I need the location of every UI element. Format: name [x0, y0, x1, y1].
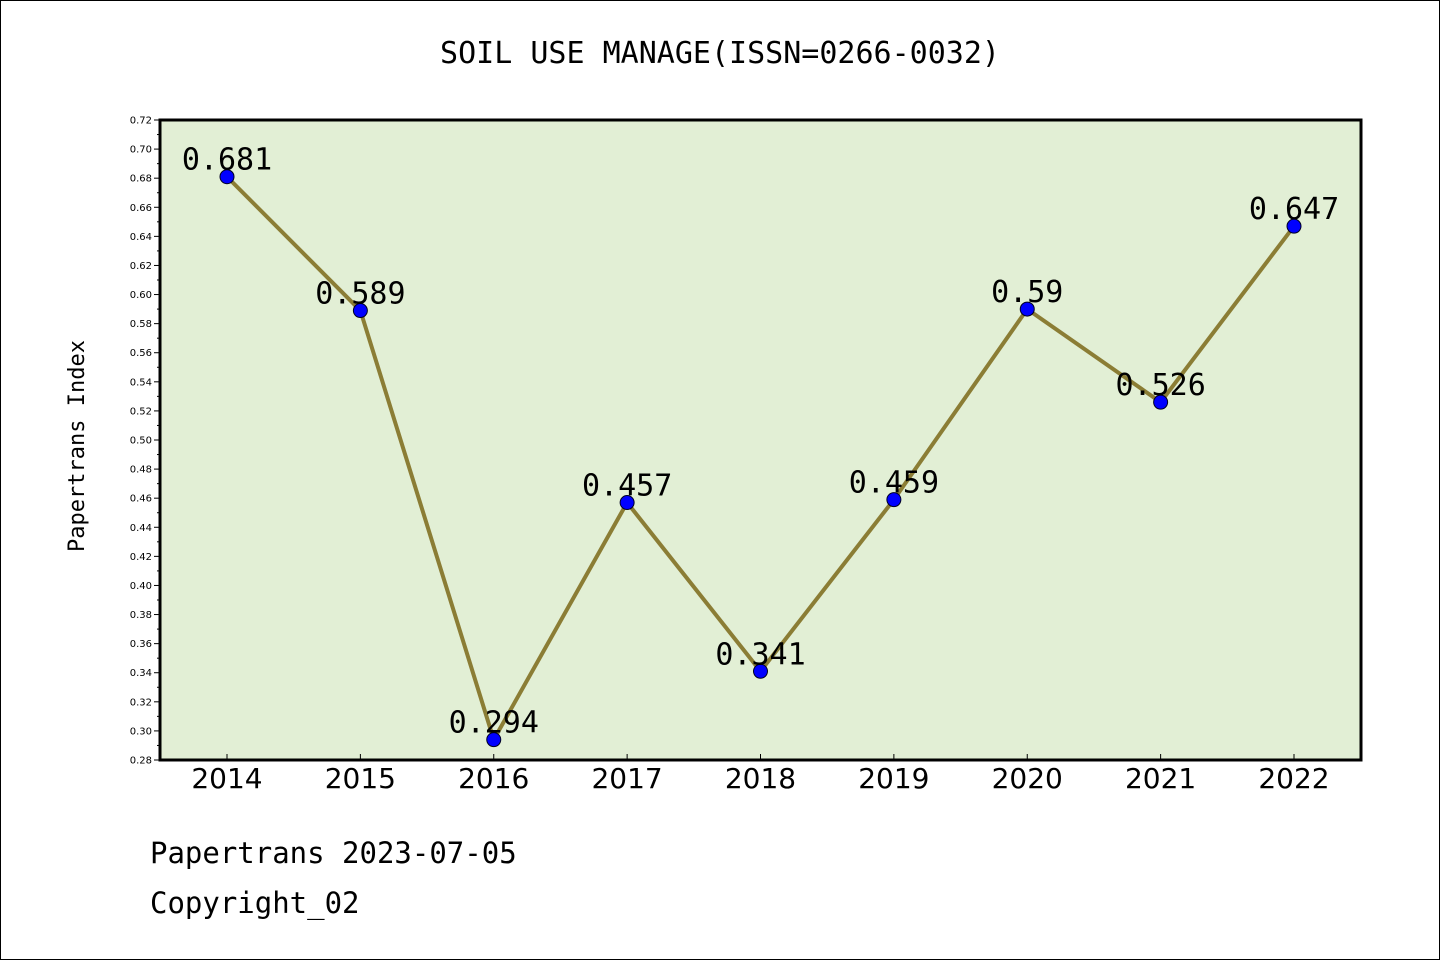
data-point — [486, 732, 502, 748]
x-tick-label: 2021 — [1125, 762, 1196, 795]
y-tick-label: 0.62 — [130, 261, 152, 272]
data-point — [886, 492, 902, 508]
data-point — [1019, 301, 1035, 317]
x-tick-label: 2017 — [591, 762, 662, 795]
y-tick-label: 0.72 — [130, 116, 152, 127]
y-tick-label: 0.46 — [130, 494, 152, 505]
y-tick-label: 0.36 — [130, 639, 152, 650]
y-tick-label: 0.54 — [130, 377, 152, 388]
y-tick-label: 0.50 — [130, 436, 152, 447]
data-label: 0.341 — [715, 637, 805, 672]
y-tick-label: 0.28 — [130, 756, 152, 767]
y-tick-label: 0.44 — [130, 523, 152, 534]
y-tick-label: 0.68 — [130, 174, 152, 185]
y-tick-label: 0.52 — [130, 406, 152, 417]
x-tick-label: 2014 — [191, 762, 262, 795]
data-point — [219, 169, 235, 185]
y-tick-label: 0.38 — [130, 610, 152, 621]
data-label: 0.681 — [182, 143, 272, 178]
y-tick-label: 0.30 — [130, 726, 152, 737]
y-tick-label: 0.32 — [130, 697, 152, 708]
y-tick-label: 0.66 — [130, 203, 152, 214]
x-tick-label: 2022 — [1258, 762, 1329, 795]
data-label: 0.294 — [449, 706, 539, 741]
y-axis-label: Papertrans Index — [65, 340, 90, 552]
data-label: 0.647 — [1249, 192, 1339, 227]
data-point — [352, 303, 368, 319]
data-labels: 0.681 0.589 0.294 0.457 0.341 0.459 0.59 0.526 0… — [182, 143, 1339, 741]
y-tick-label: 0.60 — [130, 290, 152, 301]
x-tick-label: 2020 — [992, 762, 1063, 795]
data-point — [753, 663, 768, 679]
data-point — [1286, 218, 1302, 234]
data-label: 0.526 — [1115, 368, 1205, 403]
x-tick-label: 2015 — [325, 762, 396, 795]
y-tick-label: 0.70 — [130, 145, 152, 156]
y-tick-label: 0.58 — [130, 319, 152, 330]
plot-area — [158, 118, 1363, 762]
chart-title: SOIL USE MANAGE(ISSN=0266-0032) — [440, 36, 1000, 71]
y-tick-label: 0.34 — [130, 668, 152, 679]
x-tick-label: 2018 — [725, 762, 796, 795]
y-axis-ticks: 0.28 0.30 0.32 0.34 0.36 0.38 0.40 0.42 0.44 0.46… — [130, 116, 160, 767]
data-label: 0.589 — [315, 277, 405, 312]
y-tick-label: 0.56 — [130, 348, 152, 359]
x-axis-ticks: 2014 2015 2016 2017 2018 2019 2020 2021 2022 — [191, 754, 1330, 795]
data-label: 0.457 — [582, 469, 672, 504]
data-point — [1153, 394, 1169, 410]
x-tick-label: 2019 — [858, 762, 929, 795]
y-tick-label: 0.42 — [130, 552, 152, 563]
footer-copyright: Copyright_02 — [150, 886, 360, 920]
data-point — [619, 495, 635, 511]
y-tick-label: 0.48 — [130, 465, 152, 476]
data-label: 0.59 — [991, 275, 1063, 310]
footer-date: Papertrans 2023-07-05 — [150, 836, 517, 870]
data-label: 0.459 — [849, 466, 939, 501]
y-tick-label: 0.64 — [130, 232, 152, 243]
data-points — [219, 169, 1302, 748]
x-tick-label: 2016 — [458, 762, 529, 795]
y-tick-label: 0.40 — [130, 581, 152, 592]
